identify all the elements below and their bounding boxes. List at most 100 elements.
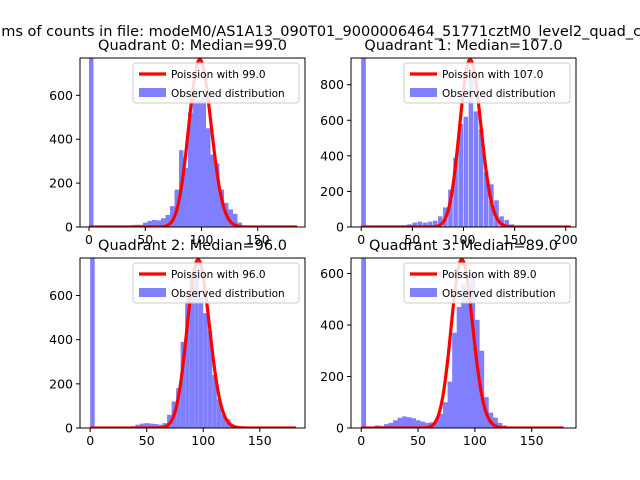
hist-bar (237, 222, 242, 227)
hist-bar (153, 424, 159, 428)
legend-hist-label: Observed distribution (171, 288, 285, 300)
legend-hist-label: Observed distribution (171, 88, 285, 100)
hist-bar (465, 288, 471, 428)
legend-box (403, 62, 571, 104)
x-tick-label: 0 (85, 232, 93, 247)
legend-hist-label: Observed distribution (442, 88, 556, 100)
x-tick-label: 200 (554, 232, 578, 247)
legend-fit-label: Poission with 99.0 (171, 69, 266, 81)
hist-bar (497, 422, 503, 428)
hist-bar (383, 424, 389, 428)
hist-bar (422, 222, 428, 227)
hist-bar (221, 414, 226, 428)
hist-bar (420, 421, 426, 428)
hist-bar (185, 297, 190, 428)
hist-bar (192, 93, 197, 227)
x-tick-label: 100 (463, 433, 487, 448)
y-tick-label: 600 (49, 88, 73, 103)
x-tick-label: 150 (246, 232, 270, 247)
hist-bar (143, 222, 148, 227)
hist-bar (152, 219, 157, 227)
x-tick-label: 0 (86, 433, 94, 448)
x-tick-label: 100 (452, 232, 476, 247)
hist-bar (458, 123, 463, 227)
hist-bar (438, 413, 444, 428)
hist-bar (411, 418, 416, 428)
legend: Poission with 89.0 Observed distribution (403, 262, 571, 304)
x-tick-label: 0 (357, 433, 365, 448)
hist-bar (406, 417, 412, 428)
hist-bar (493, 417, 498, 428)
hist-bar (504, 219, 510, 227)
hist-bar (388, 422, 394, 428)
legend: Poission with 107.0 Observed distribution (403, 62, 571, 104)
hist-bar (361, 258, 366, 428)
hist-bar (180, 341, 186, 428)
hist-bar (215, 163, 220, 227)
hist-bar (156, 220, 161, 227)
hist-bar (233, 213, 238, 227)
y-tick-label: 800 (320, 77, 344, 92)
hist-bar (194, 264, 199, 428)
y-tick-label: 0 (336, 421, 344, 436)
hist-bar (483, 171, 489, 227)
x-tick-label: 100 (190, 232, 214, 247)
hist-bar (198, 297, 204, 428)
hist-bar (170, 206, 175, 227)
figure-suptitle: Histograms of counts in file: modeM0/AS1… (0, 24, 640, 40)
y-tick-label: 600 (49, 288, 73, 303)
legend-hist-swatch (139, 288, 166, 297)
axes-frame (350, 257, 577, 429)
hist-bar (447, 381, 453, 428)
hist-bar (461, 283, 466, 428)
hist-bar (201, 97, 206, 227)
hist-bar (402, 416, 407, 428)
hist-bar (139, 423, 145, 428)
hist-bar (456, 306, 462, 428)
hist-bar (427, 221, 433, 227)
subplot-quadrant-1: 0 50 100 150 200 0 200 400 600 800 Quadrant 1: Med… (320, 38, 578, 247)
hist-bar (478, 129, 484, 227)
hist-bar (135, 424, 140, 428)
legend-hist-label: Observed distribution (442, 288, 556, 300)
x-tick-label: 0 (357, 232, 365, 247)
y-tick-label: 200 (320, 369, 344, 384)
hist-bar (424, 422, 430, 428)
legend-hist-swatch (410, 88, 437, 97)
hist-bar (448, 189, 453, 227)
axes-frame (79, 57, 306, 228)
y-tick-label: 400 (49, 332, 73, 347)
hist-bar (463, 116, 469, 227)
hist-bar (432, 220, 438, 227)
hist-bar (415, 420, 421, 428)
y-tick-label: 0 (65, 220, 73, 235)
hist-bar (210, 154, 215, 227)
hist-bar (443, 402, 448, 428)
hist-bar (165, 214, 170, 227)
y-tick-label: 200 (49, 176, 73, 191)
y-tick-label: 200 (320, 184, 344, 199)
subplot-quadrant-3: 0 50 100 150 0 200 400 600 Quadrant 3: Median=89… (320, 238, 577, 448)
hist-bar (473, 111, 479, 227)
legend-box (132, 262, 300, 304)
legend-box (403, 262, 571, 304)
hist-bar (470, 273, 476, 428)
legend-fit-label: Poission with 89.0 (442, 269, 537, 281)
hist-bar (89, 58, 94, 227)
hist-bar (144, 423, 149, 428)
y-tick-label: 600 (320, 113, 344, 128)
x-tick-label: 150 (248, 433, 272, 448)
legend-fit-label: Poission with 107.0 (442, 69, 543, 81)
subplot-title: Quadrant 0: Median=99.0 (98, 38, 287, 54)
subplot-title: Quadrant 3: Median=89.0 (369, 238, 558, 254)
hist-bar (212, 375, 217, 428)
subplot-grid: 0 50 100 150 0 200 400 600 Quadrant 0: Median=99… (49, 38, 578, 448)
hist-bar (453, 157, 458, 227)
x-tick-label: 150 (503, 232, 527, 247)
legend-hist-swatch (139, 88, 166, 97)
hist-bar (161, 218, 166, 227)
hist-bar (219, 189, 224, 227)
legend: Poission with 99.0 Observed distribution (132, 62, 300, 104)
hist-bar (203, 313, 208, 428)
